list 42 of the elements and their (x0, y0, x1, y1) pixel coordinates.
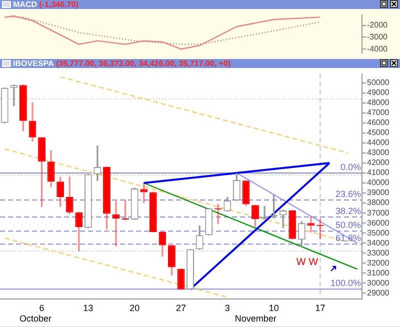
y-tick-label: 45000 (367, 128, 390, 138)
y-tick-label: 44000 (367, 138, 390, 148)
y-tick-label: 39000 (367, 188, 390, 198)
y-tick-label: 42000 (367, 158, 390, 168)
x-tick-label: 10 (268, 303, 279, 314)
y-tick-label: 31000 (367, 268, 390, 278)
y-tick-label: 50000 (367, 78, 390, 88)
annotation: 100.0% (330, 278, 361, 288)
y-tick-label: 40000 (367, 178, 390, 188)
annotation: 50.0% (335, 220, 361, 230)
y-tick-label: 35000 (367, 228, 390, 238)
chart-title: MACD (-1,346.70) (13, 0, 78, 9)
annotation: W W (296, 256, 319, 268)
y-tick-label: 29000 (367, 288, 390, 298)
text: October (19, 314, 52, 324)
x-tick-label: 6 (39, 303, 44, 314)
y-tick-label: 37000 (367, 208, 390, 218)
y-tick-label: 33000 (367, 248, 390, 258)
y-tick-label: -2000 (367, 20, 388, 30)
y-tick-label: 36000 (367, 218, 390, 228)
x-tick-label: 27 (176, 303, 186, 314)
chart-title: IBOVESPA (35,777.00, 36,372.00, 34,426.00, 35,717.00, +0) (13, 59, 231, 68)
y-tick-label: -4000 (367, 44, 388, 54)
y-tick-label: 47000 (367, 108, 390, 118)
y-tick-label: 43000 (367, 148, 390, 158)
y-tick-label: 34000 (367, 238, 390, 248)
y-tick-label: -3000 (367, 32, 388, 42)
y-tick-label: 38000 (367, 198, 390, 208)
text: November (234, 314, 276, 324)
y-tick-label: 49000 (367, 88, 390, 98)
annotation: 0.0% (340, 162, 361, 172)
y-tick-label: 48000 (367, 98, 390, 108)
x-tick-label: 17 (315, 303, 326, 314)
x-tick-label: 3 (224, 303, 230, 314)
x-tick-label: 13 (83, 303, 94, 314)
x-tick-label: 20 (130, 303, 140, 314)
y-tick-label: 41000 (367, 168, 390, 178)
annotation: 23.6% (335, 189, 361, 200)
annotation: 38.2% (335, 206, 361, 216)
y-tick-label: 46000 (367, 118, 390, 128)
y-tick-label: 30000 (367, 278, 390, 288)
y-tick-label: 32000 (367, 258, 390, 268)
